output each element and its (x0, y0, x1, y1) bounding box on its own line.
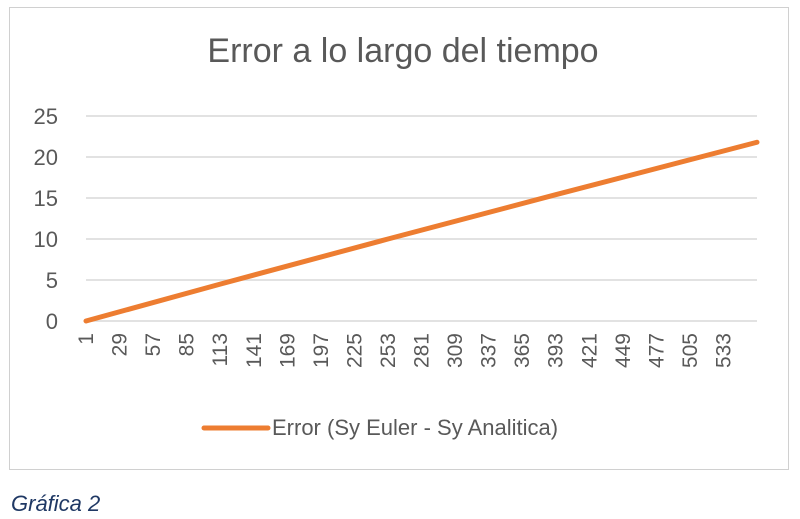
x-tick-label: 449 (612, 333, 635, 368)
y-tick-label: 15 (34, 186, 58, 211)
series-group (83, 139, 760, 324)
x-tick-label: 477 (645, 333, 668, 368)
x-tick-label: 393 (545, 333, 568, 368)
x-tick-label: 113 (209, 333, 232, 366)
x-tick-label: 141 (243, 333, 266, 368)
y-axis-ticks: 0 5 10 15 20 25 (34, 104, 58, 334)
series-line (83, 139, 760, 324)
y-tick-label: 0 (46, 309, 58, 334)
legend: Error (Sy Euler - Sy Analitica) (201, 415, 558, 440)
x-tick-label: 29 (109, 333, 132, 356)
x-tick-label: 337 (478, 333, 501, 368)
chart-title: Error a lo largo del tiempo (207, 32, 598, 70)
x-tick-label: 421 (578, 333, 601, 368)
x-tick-label: 533 (712, 333, 735, 368)
gridlines (86, 115, 757, 322)
x-tick-label: 225 (343, 333, 366, 368)
x-tick-label: 1 (75, 333, 98, 345)
x-tick-label: 505 (679, 333, 702, 368)
x-tick-label: 281 (411, 333, 434, 368)
y-tick-label: 10 (34, 227, 58, 252)
x-tick-label: 85 (176, 333, 199, 356)
x-tick-label: 197 (310, 333, 333, 368)
x-tick-label: 365 (511, 333, 534, 368)
figure-caption: Gráfica 2 (11, 491, 101, 516)
x-tick-label: 169 (276, 333, 299, 368)
x-tick-label: 253 (377, 333, 400, 368)
y-tick-label: 20 (34, 145, 58, 170)
y-tick-label: 25 (34, 104, 58, 129)
x-tick-label: 309 (444, 333, 467, 368)
y-tick-label: 5 (46, 268, 58, 293)
x-tick-label: 57 (142, 333, 165, 356)
x-axis-ticks: 1 29 57 85 113 141 169 197 225 253 281 309 337 365 393… (75, 333, 735, 368)
legend-label: Error (Sy Euler - Sy Analitica) (272, 415, 558, 440)
